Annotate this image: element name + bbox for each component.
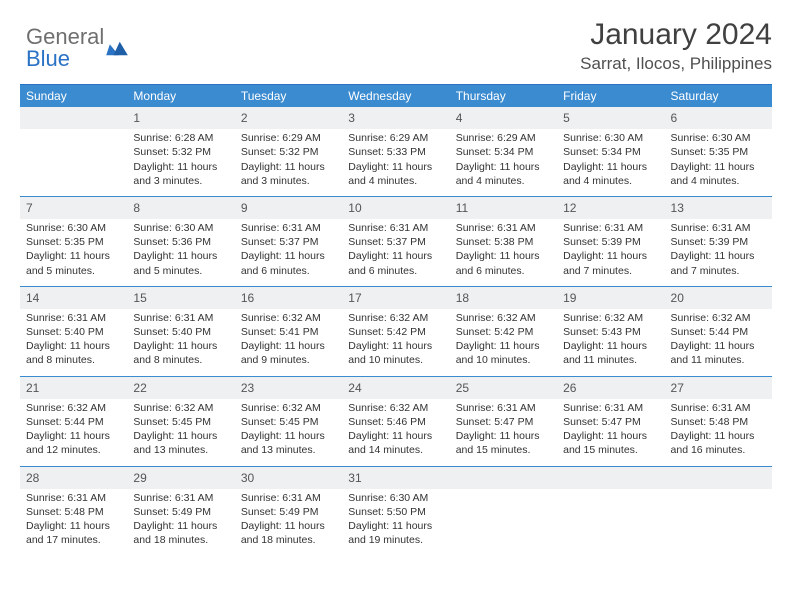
day-number xyxy=(450,466,557,489)
day-details-row: Sunrise: 6:30 AMSunset: 5:35 PMDaylight:… xyxy=(20,219,772,286)
day-details xyxy=(665,489,772,556)
day-details: Sunrise: 6:31 AMSunset: 5:40 PMDaylight:… xyxy=(127,309,234,376)
day-number-row: 21222324252627 xyxy=(20,376,772,399)
day-details xyxy=(20,129,127,196)
day-number: 20 xyxy=(665,286,772,309)
day-number: 8 xyxy=(127,196,234,219)
day-number: 10 xyxy=(342,196,449,219)
day-number: 25 xyxy=(450,376,557,399)
day-number-row: 78910111213 xyxy=(20,196,772,219)
day-details xyxy=(557,489,664,556)
logo-mark-icon xyxy=(106,39,128,57)
day-details: Sunrise: 6:32 AMSunset: 5:44 PMDaylight:… xyxy=(665,309,772,376)
day-number: 2 xyxy=(235,107,342,129)
day-details-row: Sunrise: 6:31 AMSunset: 5:40 PMDaylight:… xyxy=(20,309,772,376)
day-details: Sunrise: 6:30 AMSunset: 5:34 PMDaylight:… xyxy=(557,129,664,196)
day-details-row: Sunrise: 6:32 AMSunset: 5:44 PMDaylight:… xyxy=(20,399,772,466)
day-number: 12 xyxy=(557,196,664,219)
day-details-row: Sunrise: 6:28 AMSunset: 5:32 PMDaylight:… xyxy=(20,129,772,196)
day-details: Sunrise: 6:32 AMSunset: 5:46 PMDaylight:… xyxy=(342,399,449,466)
day-details: Sunrise: 6:29 AMSunset: 5:34 PMDaylight:… xyxy=(450,129,557,196)
day-number: 23 xyxy=(235,376,342,399)
day-number: 19 xyxy=(557,286,664,309)
weekday-header: Monday xyxy=(127,85,234,108)
weekday-header: Saturday xyxy=(665,85,772,108)
day-details: Sunrise: 6:31 AMSunset: 5:38 PMDaylight:… xyxy=(450,219,557,286)
day-number: 3 xyxy=(342,107,449,129)
day-details: Sunrise: 6:31 AMSunset: 5:49 PMDaylight:… xyxy=(235,489,342,556)
day-details: Sunrise: 6:29 AMSunset: 5:33 PMDaylight:… xyxy=(342,129,449,196)
day-number: 9 xyxy=(235,196,342,219)
day-details-row: Sunrise: 6:31 AMSunset: 5:48 PMDaylight:… xyxy=(20,489,772,556)
day-details: Sunrise: 6:32 AMSunset: 5:41 PMDaylight:… xyxy=(235,309,342,376)
day-details: Sunrise: 6:31 AMSunset: 5:37 PMDaylight:… xyxy=(342,219,449,286)
day-number: 18 xyxy=(450,286,557,309)
day-details: Sunrise: 6:32 AMSunset: 5:45 PMDaylight:… xyxy=(127,399,234,466)
day-number-row: 28293031 xyxy=(20,466,772,489)
day-number: 29 xyxy=(127,466,234,489)
day-details: Sunrise: 6:30 AMSunset: 5:50 PMDaylight:… xyxy=(342,489,449,556)
day-number: 31 xyxy=(342,466,449,489)
day-number xyxy=(557,466,664,489)
day-number: 15 xyxy=(127,286,234,309)
day-number: 5 xyxy=(557,107,664,129)
day-details: Sunrise: 6:30 AMSunset: 5:36 PMDaylight:… xyxy=(127,219,234,286)
day-number: 11 xyxy=(450,196,557,219)
day-number: 16 xyxy=(235,286,342,309)
day-details: Sunrise: 6:31 AMSunset: 5:48 PMDaylight:… xyxy=(665,399,772,466)
day-details: Sunrise: 6:31 AMSunset: 5:39 PMDaylight:… xyxy=(557,219,664,286)
day-number: 7 xyxy=(20,196,127,219)
day-details: Sunrise: 6:31 AMSunset: 5:48 PMDaylight:… xyxy=(20,489,127,556)
day-number: 27 xyxy=(665,376,772,399)
day-number: 21 xyxy=(20,376,127,399)
weekday-header-row: SundayMondayTuesdayWednesdayThursdayFrid… xyxy=(20,85,772,108)
day-number: 22 xyxy=(127,376,234,399)
month-title: January 2024 xyxy=(580,18,772,52)
logo: General Blue xyxy=(20,18,128,72)
day-details: Sunrise: 6:32 AMSunset: 5:44 PMDaylight:… xyxy=(20,399,127,466)
weekday-header: Wednesday xyxy=(342,85,449,108)
day-number xyxy=(20,107,127,129)
day-details: Sunrise: 6:31 AMSunset: 5:47 PMDaylight:… xyxy=(450,399,557,466)
day-details xyxy=(450,489,557,556)
day-details: Sunrise: 6:32 AMSunset: 5:42 PMDaylight:… xyxy=(450,309,557,376)
day-number: 4 xyxy=(450,107,557,129)
weekday-header: Friday xyxy=(557,85,664,108)
day-number-row: 14151617181920 xyxy=(20,286,772,309)
day-details: Sunrise: 6:28 AMSunset: 5:32 PMDaylight:… xyxy=(127,129,234,196)
day-details: Sunrise: 6:32 AMSunset: 5:45 PMDaylight:… xyxy=(235,399,342,466)
day-details: Sunrise: 6:31 AMSunset: 5:40 PMDaylight:… xyxy=(20,309,127,376)
day-number-row: 123456 xyxy=(20,107,772,129)
day-details: Sunrise: 6:32 AMSunset: 5:43 PMDaylight:… xyxy=(557,309,664,376)
location: Sarrat, Ilocos, Philippines xyxy=(580,54,772,74)
day-number: 24 xyxy=(342,376,449,399)
day-number: 14 xyxy=(20,286,127,309)
day-details: Sunrise: 6:31 AMSunset: 5:39 PMDaylight:… xyxy=(665,219,772,286)
day-number: 17 xyxy=(342,286,449,309)
day-number: 26 xyxy=(557,376,664,399)
day-details: Sunrise: 6:31 AMSunset: 5:37 PMDaylight:… xyxy=(235,219,342,286)
day-number: 13 xyxy=(665,196,772,219)
weekday-header: Sunday xyxy=(20,85,127,108)
day-number: 6 xyxy=(665,107,772,129)
day-details: Sunrise: 6:30 AMSunset: 5:35 PMDaylight:… xyxy=(665,129,772,196)
day-number: 30 xyxy=(235,466,342,489)
calendar-table: SundayMondayTuesdayWednesdayThursdayFrid… xyxy=(20,84,772,555)
day-number xyxy=(665,466,772,489)
day-details: Sunrise: 6:31 AMSunset: 5:47 PMDaylight:… xyxy=(557,399,664,466)
day-details: Sunrise: 6:31 AMSunset: 5:49 PMDaylight:… xyxy=(127,489,234,556)
day-number: 28 xyxy=(20,466,127,489)
day-details: Sunrise: 6:32 AMSunset: 5:42 PMDaylight:… xyxy=(342,309,449,376)
header: General Blue January 2024 Sarrat, Ilocos… xyxy=(20,18,772,74)
day-details: Sunrise: 6:29 AMSunset: 5:32 PMDaylight:… xyxy=(235,129,342,196)
weekday-header: Tuesday xyxy=(235,85,342,108)
day-details: Sunrise: 6:30 AMSunset: 5:35 PMDaylight:… xyxy=(20,219,127,286)
day-number: 1 xyxy=(127,107,234,129)
weekday-header: Thursday xyxy=(450,85,557,108)
